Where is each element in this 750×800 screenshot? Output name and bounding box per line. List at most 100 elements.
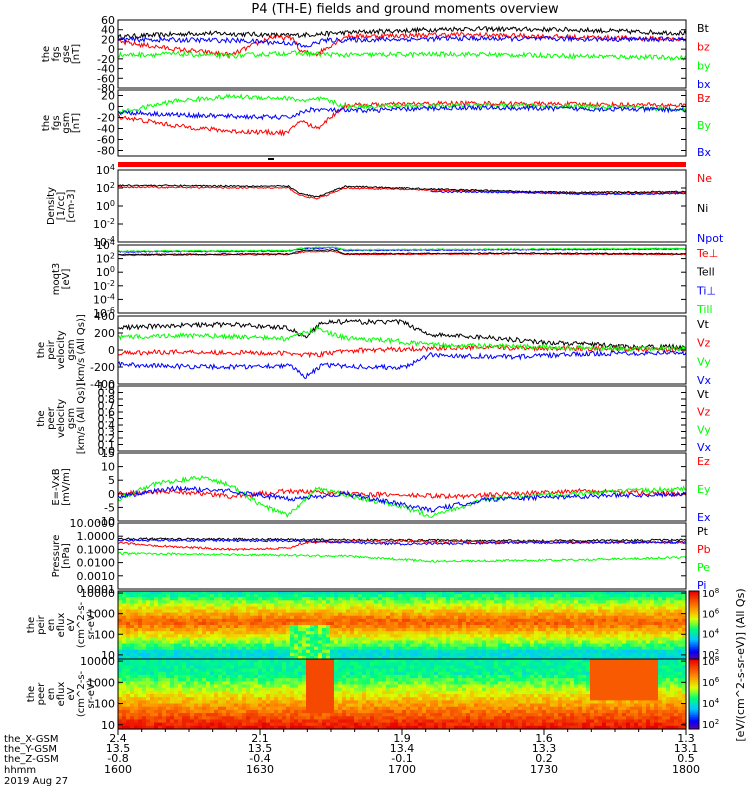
heatmap-cell: [538, 652, 543, 657]
heatmap-cell: [610, 634, 615, 638]
heatmap-cell: [254, 637, 259, 642]
heatmap-cell: [370, 649, 375, 654]
heatmap-cell: [158, 722, 163, 727]
chart-title: P4 (TH-E) fields and ground moments over…: [251, 2, 559, 17]
heatmap-cell: [578, 649, 583, 654]
heatmap-cell: [142, 606, 147, 611]
heatmap-cell: [474, 634, 479, 638]
heatmap-cell: [166, 646, 171, 651]
heatmap-cell: [234, 671, 239, 676]
heatmap-cell: [366, 597, 371, 601]
heatmap-cell: [650, 615, 655, 620]
heatmap-cell: [582, 643, 587, 648]
heatmap-cell: [638, 615, 643, 620]
heatmap-cell: [122, 687, 127, 692]
heatmap-cell: [302, 678, 307, 682]
heatmap-cell: [474, 631, 479, 635]
heatmap-cell: [538, 600, 543, 604]
heatmap-cell: [390, 700, 395, 705]
heatmap-cell: [490, 634, 495, 638]
heatmap-cell: [346, 674, 351, 679]
heatmap-cell: [250, 649, 255, 654]
y-axis-label: fgs: [51, 46, 62, 61]
heatmap-cell: [438, 631, 443, 635]
heatmap-cell: [382, 618, 387, 623]
heatmap-cell: [134, 606, 139, 611]
heatmap-cell: [226, 659, 231, 663]
heatmap-cell: [122, 618, 127, 623]
heatmap-cell: [390, 690, 395, 695]
heatmap-cell: [134, 594, 139, 598]
heatmap-cell: [210, 687, 215, 692]
heatmap-cell: [278, 640, 283, 645]
heatmap-cell: [526, 649, 531, 654]
heatmap-cell: [626, 615, 631, 620]
heatmap-cell: [222, 678, 227, 682]
heatmap-cell: [170, 612, 175, 617]
heatmap-cell: [590, 631, 595, 635]
quality-flag-bar: [118, 162, 686, 167]
heatmap-cell: [134, 681, 139, 686]
heatmap-cell: [138, 621, 143, 626]
heatmap-cell: [546, 634, 551, 638]
heatmap-cell: [210, 697, 215, 701]
heatmap-cell: [446, 652, 451, 657]
heatmap-cell: [342, 646, 347, 651]
heatmap-cell: [378, 637, 383, 642]
heatmap-cell: [470, 600, 475, 604]
y-axis-label-density: Density [1/cc] [cm-3]: [46, 187, 77, 225]
heatmap-cell: [194, 628, 199, 632]
heatmap-cell: [126, 600, 131, 604]
heatmap-cell: [318, 643, 323, 648]
heatmap-cell: [278, 655, 283, 660]
heatmap-cell: [370, 659, 375, 663]
heatmap-cell: [286, 709, 291, 714]
heatmap-cell: [342, 649, 347, 654]
heatmap-cell: [214, 606, 219, 611]
heatmap-cell: [290, 659, 295, 663]
heatmap-cell: [134, 713, 139, 717]
heatmap-cell: [222, 612, 227, 617]
heatmap-cell: [470, 606, 475, 611]
heatmap-cell: [334, 609, 339, 614]
heatmap-cell: [238, 687, 243, 692]
heatmap-cell: [270, 594, 275, 598]
heatmap-cell: [246, 634, 251, 638]
heatmap-cell: [338, 631, 343, 635]
heatmap-cell: [158, 615, 163, 620]
heatmap-cell: [546, 594, 551, 598]
heatmap-cell: [514, 612, 519, 617]
heatmap-cell: [246, 609, 251, 614]
heatmap-cell: [462, 597, 467, 601]
heatmap-cell: [266, 631, 271, 635]
heatmap-cell: [250, 631, 255, 635]
heatmap-cell: [434, 643, 439, 648]
heatmap-cell: [134, 668, 139, 673]
heatmap-cell: [190, 722, 195, 727]
heatmap-cell: [286, 618, 291, 623]
heatmap-cell: [174, 655, 179, 660]
heatmap-cell: [314, 643, 319, 648]
heatmap-cell: [386, 637, 391, 642]
heatmap-cell: [154, 716, 159, 721]
heatmap-cell: [398, 597, 403, 601]
heatmap-cell: [582, 615, 587, 620]
series-density-2: [430, 190, 687, 196]
colorbar-cell: [689, 591, 699, 594]
heatmap-cell: [606, 649, 611, 654]
heatmap-cell: [226, 612, 231, 617]
heatmap-cell: [398, 591, 403, 595]
heatmap-cell: [270, 646, 275, 651]
heatmap-cell: [470, 643, 475, 648]
heatmap-cell: [286, 646, 291, 651]
heatmap-cell: [302, 609, 307, 614]
heatmap-cell: [234, 694, 239, 698]
heatmap-cell: [298, 700, 303, 705]
heatmap-cell: [554, 643, 559, 648]
heatmap-cell: [566, 625, 571, 629]
heatmap-cell: [190, 681, 195, 686]
heatmap-cell: [454, 643, 459, 648]
heatmap-cell: [646, 646, 651, 651]
y-tick-label: 0.9: [98, 387, 116, 400]
heatmap-cell: [534, 628, 539, 632]
